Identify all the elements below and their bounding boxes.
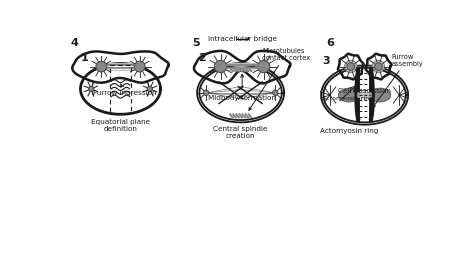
Polygon shape <box>197 64 284 123</box>
Text: Furrow
assembly: Furrow assembly <box>373 54 423 108</box>
Text: Microtubules
contact cortex: Microtubules contact cortex <box>249 48 310 111</box>
Polygon shape <box>194 52 291 84</box>
Circle shape <box>273 91 278 96</box>
Circle shape <box>134 62 145 73</box>
Circle shape <box>345 61 357 73</box>
Circle shape <box>203 91 209 96</box>
Polygon shape <box>338 55 364 80</box>
Text: Central spindle
creation: Central spindle creation <box>213 125 268 138</box>
Ellipse shape <box>338 89 360 103</box>
Text: Cell abscission: Cell abscission <box>338 87 391 93</box>
Text: 1: 1 <box>81 52 88 62</box>
Text: Equatorial plane
definition: Equatorial plane definition <box>91 119 150 132</box>
Circle shape <box>89 87 94 92</box>
Polygon shape <box>365 55 392 80</box>
Polygon shape <box>321 66 408 125</box>
Ellipse shape <box>369 89 391 103</box>
Text: Midbody formation: Midbody formation <box>208 75 276 100</box>
Text: Intracellular bridge: Intracellular bridge <box>208 36 277 42</box>
Text: Furrow ingression: Furrow ingression <box>92 84 156 96</box>
Circle shape <box>374 64 383 71</box>
Circle shape <box>372 61 384 73</box>
Circle shape <box>214 61 227 73</box>
Text: 4: 4 <box>71 38 78 48</box>
Polygon shape <box>200 66 282 121</box>
Circle shape <box>147 87 153 92</box>
Circle shape <box>96 62 107 73</box>
Text: Actomyosin ring: Actomyosin ring <box>322 96 374 101</box>
Polygon shape <box>323 68 406 123</box>
Polygon shape <box>81 64 161 115</box>
Circle shape <box>257 61 270 73</box>
Text: 3: 3 <box>322 55 330 66</box>
Bar <box>110 66 130 113</box>
Text: 6: 6 <box>326 38 334 48</box>
Text: Actomyosin ring: Actomyosin ring <box>320 128 378 134</box>
Text: 5: 5 <box>192 38 200 48</box>
Circle shape <box>347 64 355 71</box>
Polygon shape <box>72 52 169 83</box>
Text: 2: 2 <box>198 53 206 63</box>
